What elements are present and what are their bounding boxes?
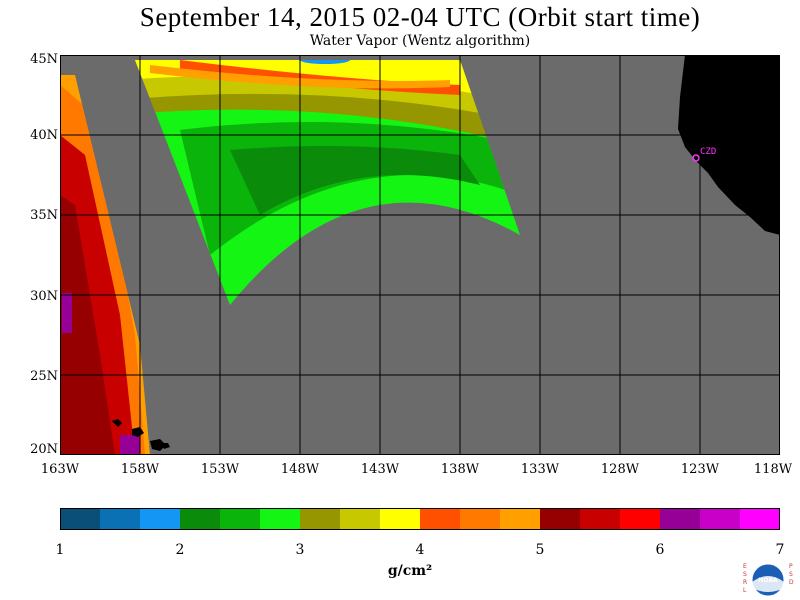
svg-text:NOAA: NOAA bbox=[758, 577, 778, 584]
colorbar-swatch-3 bbox=[140, 508, 181, 530]
lat-label-20n: 20N bbox=[30, 442, 58, 457]
colorbar-tick-5: 5 bbox=[535, 542, 545, 558]
colorbar-tick-4: 4 bbox=[415, 542, 425, 558]
colorbar-tick-1: 1 bbox=[55, 542, 65, 558]
colorbar-swatch-1 bbox=[60, 508, 101, 530]
station-label: CZD bbox=[700, 147, 716, 157]
map-border bbox=[60, 55, 780, 455]
lon-label-143w: 143W bbox=[360, 462, 400, 477]
logo-psd-s: S bbox=[789, 571, 793, 578]
colorbar-swatch-14 bbox=[580, 508, 621, 530]
colorbar-units: g/cm² bbox=[387, 563, 433, 579]
page-title: September 14, 2015 02-04 UTC (Orbit star… bbox=[139, 2, 701, 32]
colorbar-swatch-18 bbox=[740, 508, 780, 530]
lon-label-133w: 133W bbox=[520, 462, 560, 477]
lon-label-148w: 148W bbox=[280, 462, 320, 477]
colorbar-swatch-16 bbox=[660, 508, 701, 530]
lat-label-25n: 25N bbox=[30, 369, 58, 384]
colorbar-tick-2: 2 bbox=[175, 542, 185, 558]
colorbar bbox=[60, 508, 780, 530]
colorbar-swatch-12 bbox=[500, 508, 541, 530]
colorbar-tick-3: 3 bbox=[295, 542, 305, 558]
lon-label-123w: 123W bbox=[680, 462, 720, 477]
station-marker bbox=[692, 154, 700, 162]
map-grid bbox=[60, 55, 780, 455]
colorbar-tick-6: 6 bbox=[655, 542, 665, 558]
lon-label-163w: 163W bbox=[40, 462, 80, 477]
colorbar-swatch-10 bbox=[420, 508, 461, 530]
lon-label-158w: 158W bbox=[120, 462, 160, 477]
logo-esrl-l: L bbox=[743, 587, 747, 594]
colorbar-tick-7: 7 bbox=[775, 542, 785, 558]
noaa-esrl-psd-logo: NOAA E S R L P S D bbox=[743, 563, 794, 597]
logo-esrl-r: R bbox=[743, 579, 747, 586]
colorbar-swatch-5 bbox=[220, 508, 261, 530]
colorbar-swatch-17 bbox=[700, 508, 741, 530]
colorbar-swatch-6 bbox=[260, 508, 301, 530]
colorbar-border bbox=[60, 508, 780, 530]
colorbar-swatch-13 bbox=[540, 508, 581, 530]
colorbar-swatch-2 bbox=[100, 508, 141, 530]
hawaii-islands bbox=[112, 419, 170, 451]
lat-label-30n: 30N bbox=[30, 289, 58, 304]
lon-label-128w: 128W bbox=[600, 462, 640, 477]
logo-esrl-s: S bbox=[743, 571, 747, 578]
lon-label-118w: 118W bbox=[753, 462, 793, 477]
lat-label-45n: 45N bbox=[30, 52, 58, 67]
colorbar-swatch-4 bbox=[180, 508, 221, 530]
colorbar-swatch-11 bbox=[460, 508, 501, 530]
page-subtitle: Water Vapor (Wentz algorithm) bbox=[309, 33, 531, 49]
land-mass bbox=[678, 55, 780, 235]
lat-label-35n: 35N bbox=[30, 208, 58, 223]
lat-label-40n: 40N bbox=[30, 128, 58, 143]
colorbar-swatch-15 bbox=[620, 508, 661, 530]
lon-label-138w: 138W bbox=[440, 462, 480, 477]
colorbar-swatch-8 bbox=[340, 508, 381, 530]
lon-label-153w: 153W bbox=[200, 462, 240, 477]
water-vapor-map: CZD bbox=[60, 55, 780, 455]
logo-esrl-e: E bbox=[743, 563, 747, 570]
logo-psd-d: D bbox=[789, 579, 794, 586]
colorbar-swatch-7 bbox=[300, 508, 341, 530]
colorbar-swatch-9 bbox=[380, 508, 421, 530]
logo-psd-p: P bbox=[789, 563, 793, 570]
